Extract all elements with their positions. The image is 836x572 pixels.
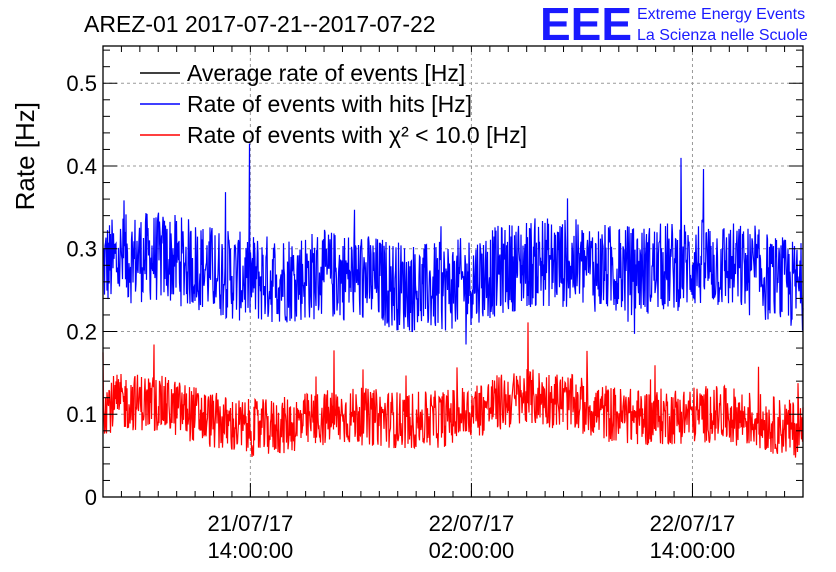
y-tick-label: 0.1 [66, 402, 97, 427]
eee-logo-line1: Extreme Energy Events [637, 6, 805, 23]
y-tick-label: 0.5 [66, 71, 97, 96]
eee-logo-line2: La Scienza nelle Scuole [637, 27, 808, 44]
chart-title: AREZ-01 2017-07-21--2017-07-22 [84, 11, 436, 37]
x-tick-label-date: 22/07/17 [429, 511, 515, 536]
axes [102, 45, 804, 498]
y-tick-label: 0.2 [66, 319, 97, 344]
x-tick-label-time: 02:00:00 [429, 538, 515, 563]
y-tick-label: 0 [85, 485, 97, 510]
legend-label-0: Average rate of events [Hz] [187, 60, 465, 86]
x-tick-label-date: 22/07/17 [650, 511, 736, 536]
y-axis-label: Rate [Hz] [10, 102, 40, 210]
eee-logo: EEE Extreme Energy Events La Scienza nel… [540, 0, 808, 50]
eee-logo-mark: EEE [540, 0, 632, 50]
x-tick-label-time: 14:00:00 [650, 538, 736, 563]
x-ticks: 21/07/1714:00:0022/07/1702:00:0022/07/17… [208, 511, 736, 563]
y-tick-label: 0.3 [66, 237, 97, 262]
legend: Average rate of events [Hz] Rate of event… [140, 60, 527, 148]
series-layer [102, 143, 804, 458]
y-tick-label: 0.4 [66, 154, 97, 179]
series-line-2 [102, 322, 804, 458]
y-ticks: 0 0.1 0.2 0.3 0.4 0.5 [66, 71, 97, 510]
x-tick-label-time: 14:00:00 [208, 538, 294, 563]
series-line-1 [102, 143, 804, 345]
legend-label-1: Rate of events with hits [Hz] [187, 91, 472, 117]
x-tick-label-date: 21/07/17 [208, 511, 294, 536]
legend-label-2: Rate of events with χ² < 10.0 [Hz] [187, 122, 527, 148]
